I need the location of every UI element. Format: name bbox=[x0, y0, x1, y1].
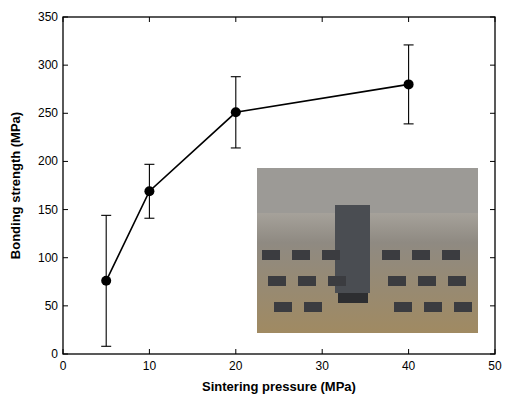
data-point bbox=[101, 276, 111, 286]
y-tick bbox=[63, 354, 68, 355]
inset-chip bbox=[338, 293, 368, 303]
x-tick-label: 40 bbox=[402, 359, 416, 373]
x-tick-top bbox=[235, 17, 236, 22]
error-bar-cap bbox=[144, 164, 154, 165]
y-tick-right bbox=[490, 113, 495, 114]
y-tick-right bbox=[490, 17, 495, 18]
inset-chip bbox=[298, 276, 316, 286]
error-bar bbox=[231, 77, 241, 148]
x-tick-label: 10 bbox=[143, 359, 157, 373]
y-tick-label: 300 bbox=[38, 58, 58, 72]
error-bar-cap bbox=[144, 218, 154, 219]
x-tick-label: 50 bbox=[488, 359, 502, 373]
inset-chip bbox=[442, 250, 460, 260]
x-tick bbox=[235, 349, 236, 354]
inset-chip bbox=[454, 302, 472, 312]
inset-bg bbox=[257, 168, 478, 333]
inset-chip bbox=[448, 276, 466, 286]
x-tick-label: 0 bbox=[60, 359, 67, 373]
x-tick-top bbox=[495, 17, 496, 22]
y-tick-right bbox=[490, 161, 495, 162]
y-tick-label: 250 bbox=[38, 106, 58, 120]
inset-chip bbox=[382, 250, 400, 260]
x-axis-title: Sintering pressure (MPa) bbox=[202, 379, 356, 394]
inset-chip bbox=[412, 250, 430, 260]
x-tick bbox=[322, 349, 323, 354]
error-bar-cap bbox=[231, 76, 241, 77]
data-point bbox=[404, 79, 414, 89]
inset-photo bbox=[257, 168, 478, 333]
y-tick-right bbox=[490, 65, 495, 66]
chart: 0 10 20 30 40 50 0 50 100 150 200 250 300 350 Sinterin… bbox=[0, 0, 506, 398]
y-tick-label: 100 bbox=[38, 251, 58, 265]
x-tick bbox=[495, 349, 496, 354]
inset-chip bbox=[388, 276, 406, 286]
data-point bbox=[144, 186, 154, 196]
inset-chip bbox=[322, 250, 340, 260]
inset-chip bbox=[304, 302, 322, 312]
x-tick-label: 30 bbox=[316, 359, 330, 373]
x-tick-top bbox=[149, 17, 150, 22]
data-point bbox=[231, 107, 241, 117]
error-bar bbox=[404, 45, 414, 124]
y-tick-right bbox=[490, 209, 495, 210]
x-tick bbox=[63, 349, 64, 354]
y-tick-label: 50 bbox=[45, 299, 59, 313]
x-tick bbox=[149, 349, 150, 354]
x-tick bbox=[408, 349, 409, 354]
inset-chip bbox=[418, 276, 436, 286]
y-tick bbox=[63, 17, 68, 18]
y-tick bbox=[63, 209, 68, 210]
error-bar bbox=[101, 215, 111, 346]
inset-chip bbox=[292, 250, 310, 260]
y-tick bbox=[63, 161, 68, 162]
data-group bbox=[101, 45, 413, 346]
inset-chip bbox=[328, 276, 346, 286]
inset-chip bbox=[262, 250, 280, 260]
y-tick-right bbox=[490, 257, 495, 258]
error-bar-cap bbox=[404, 123, 414, 124]
x-tick-top bbox=[63, 17, 64, 22]
y-tick bbox=[63, 65, 68, 66]
inset-chip bbox=[268, 276, 286, 286]
y-tick bbox=[63, 113, 68, 114]
x-tick-top bbox=[322, 17, 323, 22]
y-tick-right bbox=[490, 305, 495, 306]
inset-chip bbox=[394, 302, 412, 312]
x-tick-label: 20 bbox=[229, 359, 243, 373]
error-bar-cap bbox=[101, 215, 111, 216]
error-bar bbox=[144, 164, 154, 218]
error-bar-cap bbox=[101, 346, 111, 347]
y-tick bbox=[63, 257, 68, 258]
y-tick-label: 0 bbox=[51, 347, 58, 361]
inset-chip bbox=[424, 302, 442, 312]
y-tick-label: 150 bbox=[38, 203, 58, 217]
x-tick-top bbox=[408, 17, 409, 22]
error-bar-cap bbox=[231, 147, 241, 148]
y-tick-label: 350 bbox=[38, 10, 58, 24]
plot-frame bbox=[63, 17, 495, 354]
inset-chip bbox=[274, 302, 292, 312]
y-axis-title: Bonding strength (MPa) bbox=[8, 112, 23, 259]
y-tick bbox=[63, 305, 68, 306]
data-line bbox=[106, 84, 408, 280]
y-tick-right bbox=[490, 354, 495, 355]
y-tick-label: 200 bbox=[38, 154, 58, 168]
error-bar-cap bbox=[404, 44, 414, 45]
